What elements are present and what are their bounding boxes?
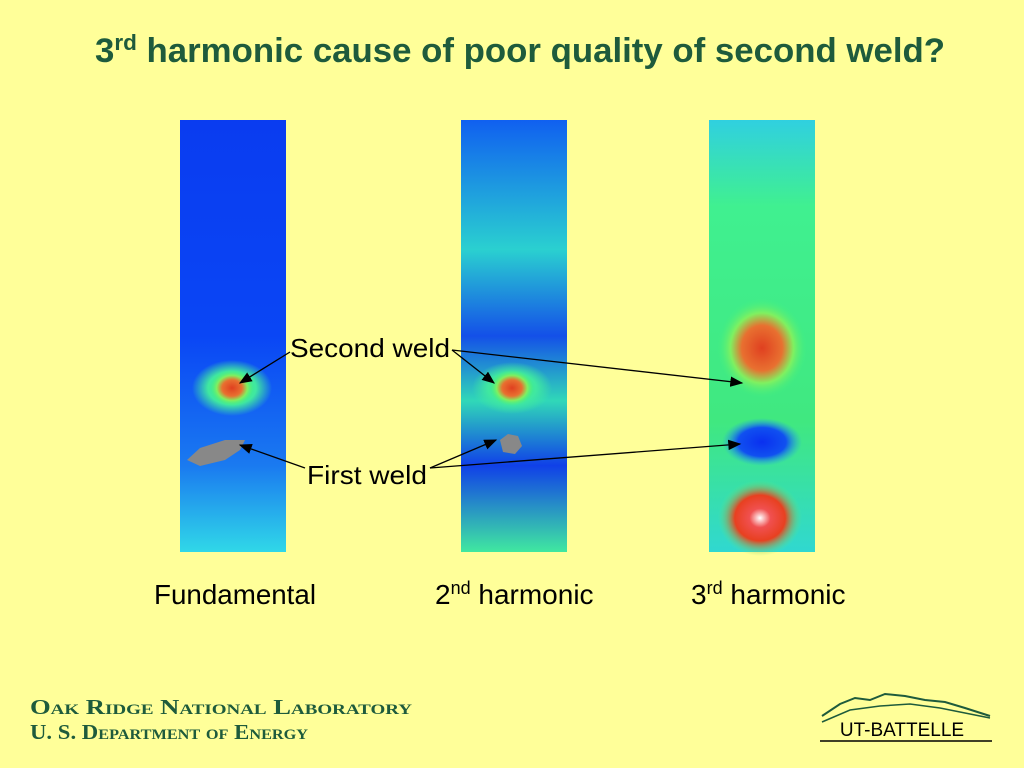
logo: UT-BATTELLE bbox=[820, 692, 992, 742]
caption-text: harmonic bbox=[723, 579, 846, 610]
title-number: 3 bbox=[95, 32, 114, 70]
arrows bbox=[238, 349, 744, 469]
caption-number: 2 bbox=[435, 579, 451, 610]
caption: 2nd harmonic bbox=[435, 578, 594, 610]
footer-department: U. S. Department of Energy bbox=[30, 720, 308, 744]
caption-superscript: nd bbox=[451, 578, 471, 598]
footer-lab: Oak Ridge National Laboratory bbox=[30, 695, 412, 719]
title-superscript: rd bbox=[114, 30, 137, 55]
annotation: First weld bbox=[307, 460, 427, 490]
title-text: harmonic cause of poor quality of second… bbox=[137, 32, 945, 70]
caption: Fundamental bbox=[154, 579, 316, 610]
caption-text: harmonic bbox=[471, 579, 594, 610]
caption: 3rd harmonic bbox=[691, 578, 846, 610]
annotation: Second weld bbox=[290, 333, 450, 363]
logo-text: UT-BATTELLE bbox=[840, 720, 964, 741]
second-harmonic-image bbox=[461, 120, 567, 552]
fundamental-image bbox=[180, 120, 286, 552]
third-harmonic-image bbox=[709, 120, 815, 556]
caption-superscript: rd bbox=[707, 578, 723, 598]
caption-number: 3 bbox=[691, 579, 707, 610]
slide-title: 3rd harmonic cause of poor quality of se… bbox=[95, 30, 945, 70]
